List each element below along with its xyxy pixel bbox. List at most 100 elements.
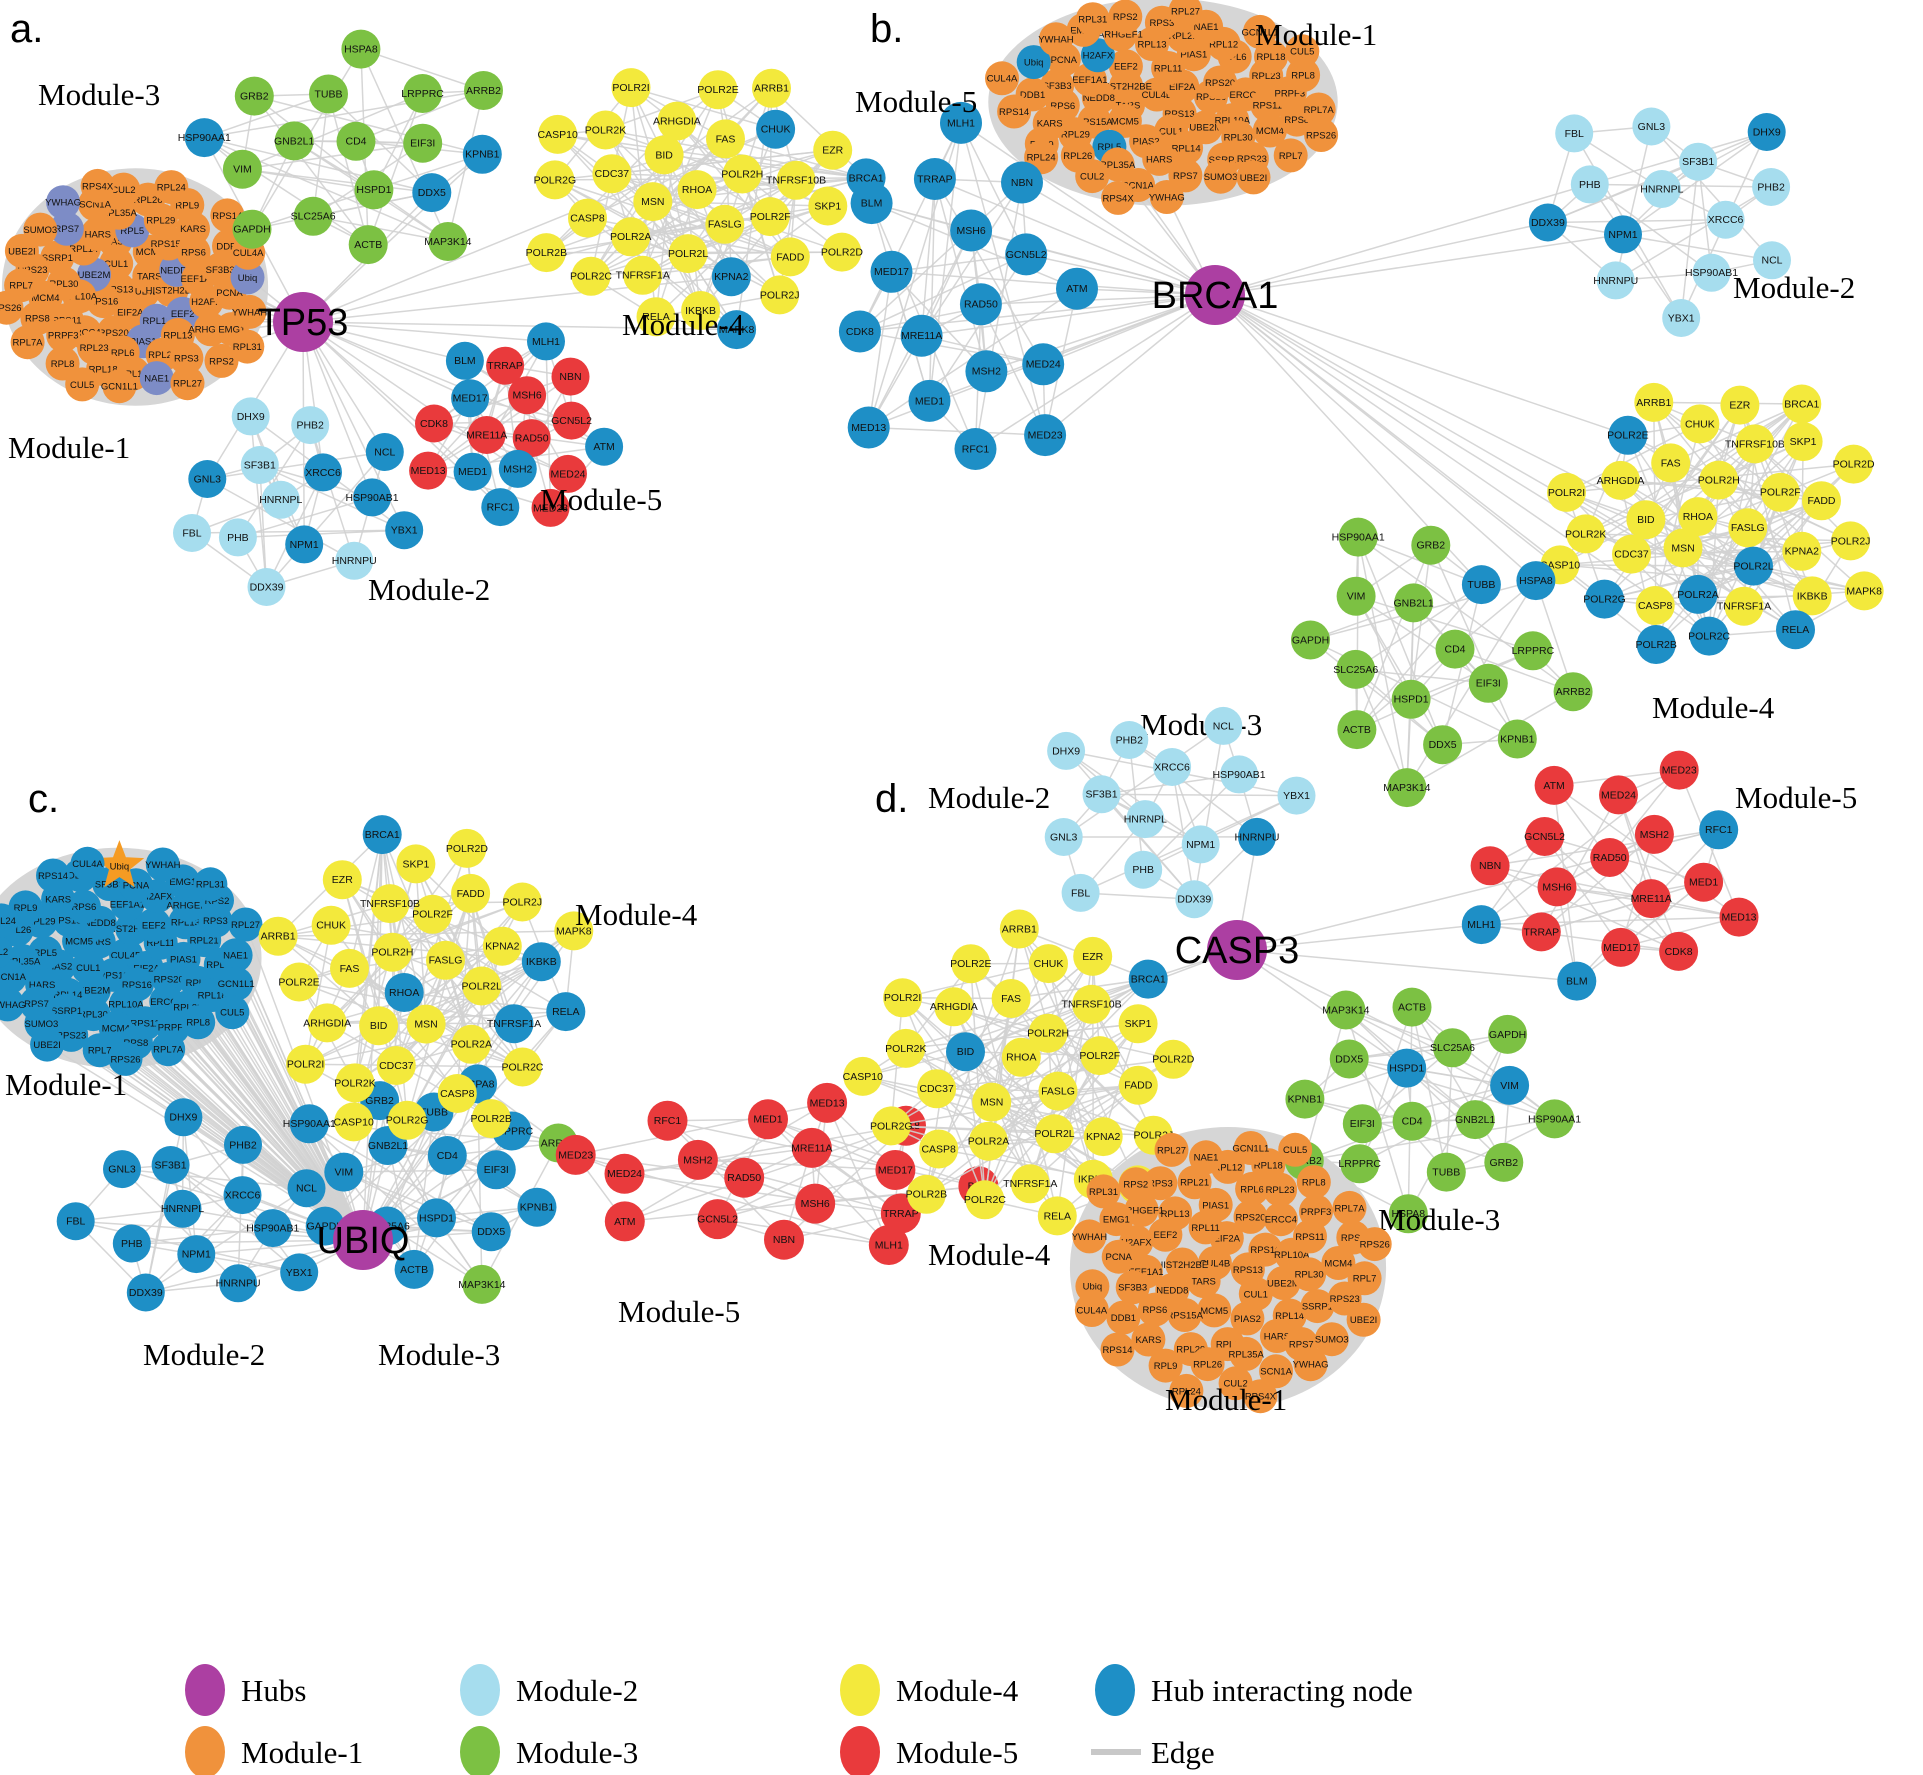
node-label: PRPF3	[158, 1023, 189, 1034]
node-label: RPS3	[203, 916, 228, 927]
node-circle	[698, 70, 738, 110]
node-circle	[36, 858, 70, 893]
node-label: ACTB	[354, 239, 382, 251]
node-circle	[1525, 817, 1565, 856]
panel-c-nodes: CUL4BRPS13TARSEIF2ACUL1HIST2H2BERPS16MCM…	[0, 777, 999, 1372]
node-KPNB1: KPNB1	[1497, 719, 1537, 759]
node-circle	[965, 350, 1008, 393]
node-label: GAPDH	[233, 224, 270, 236]
node-circle	[571, 256, 611, 296]
node-circle	[1537, 867, 1577, 907]
node-label: RPS8	[1284, 115, 1309, 126]
edge	[630, 86, 776, 130]
node-circle	[760, 275, 800, 315]
node-label: XRCC6	[225, 1190, 261, 1202]
node-MED17: MED17	[451, 379, 490, 418]
node-label: MSH2	[972, 366, 1001, 378]
legend-swatch-m1	[185, 1726, 225, 1775]
node-UBE2I: UBE2I	[30, 1027, 65, 1062]
node-label: POLR2I	[1548, 487, 1585, 499]
node-FBL: FBL	[1555, 114, 1594, 153]
node-LRPPRC: LRPPRC	[1512, 631, 1555, 671]
node-label: HNRNPL	[259, 494, 302, 506]
node-circle	[494, 1004, 534, 1044]
node-circle	[1663, 528, 1703, 568]
node-label: FASLG	[1041, 1086, 1075, 1098]
node-circle	[521, 942, 561, 982]
node-label: GAPDH	[307, 1221, 344, 1233]
node-circle	[181, 1005, 216, 1040]
node-label: YBX1	[1283, 790, 1310, 802]
node-label: RPL7	[1279, 151, 1303, 162]
node-RPS4X: RPS4X	[1101, 180, 1136, 215]
node-circle	[65, 367, 100, 402]
node-label: NBN	[559, 371, 581, 383]
node-label: GCN5L2	[1524, 831, 1565, 843]
node-label: RPL13	[171, 918, 200, 929]
node-SUMO3: SUMO3	[1203, 159, 1238, 194]
node-label: VIM	[1500, 1080, 1519, 1092]
node-label: CD4	[345, 136, 366, 148]
node-H2AFX: H2AFX	[1080, 38, 1115, 73]
node-circle	[451, 1024, 491, 1064]
node-circle	[1203, 159, 1238, 194]
node-RPL7A: RPL7A	[10, 325, 45, 360]
node-CASP8: CASP8	[437, 1074, 477, 1113]
node-label: KPNB1	[1500, 733, 1535, 745]
node-circle	[1337, 710, 1377, 750]
node-HSP90AA1: HSP90AA1	[1332, 517, 1385, 557]
node-label: ARHGDIA	[303, 1017, 351, 1029]
node-RFC1: RFC1	[954, 428, 997, 470]
node-IKBKB: IKBKB	[1792, 576, 1832, 616]
node-circle	[151, 1032, 186, 1067]
node-label: NEDD8	[1156, 1286, 1188, 1297]
node-POLR2L: POLR2L	[1034, 1114, 1075, 1154]
node-FADD: FADD	[451, 873, 491, 913]
node-circle	[1100, 1332, 1135, 1367]
node-HSPA8: HSPA8	[1516, 561, 1556, 601]
module-label: Module-2	[1733, 270, 1855, 305]
node-CHUK: CHUK	[756, 109, 796, 149]
node-circle	[1387, 768, 1427, 808]
node-circle	[1086, 1174, 1121, 1209]
node-NPM1: NPM1	[285, 525, 324, 564]
node-circle	[1001, 1037, 1041, 1077]
node-circle	[526, 233, 566, 273]
node-label: HARS	[85, 229, 111, 240]
node-EZR: EZR	[813, 130, 853, 170]
node-ARRB1: ARRB1	[999, 909, 1039, 949]
node-label: RPS26	[110, 1054, 140, 1065]
node-YWHAH: YWHAH	[1038, 22, 1074, 57]
node-label: PCNA	[1051, 55, 1078, 66]
node-label: CHUK	[1034, 958, 1064, 970]
node-label: SKP1	[1790, 436, 1817, 448]
node-circle	[1555, 114, 1594, 153]
node-circle	[261, 480, 300, 519]
node-ARHGDIA: ARHGDIA	[1597, 460, 1644, 500]
node-circle	[1566, 514, 1606, 554]
hub-UBIQ: UBIQ	[317, 1210, 409, 1270]
edge	[1654, 423, 1701, 606]
node-label: YWHAG	[1293, 1360, 1329, 1371]
node-label: RPL23	[173, 1003, 202, 1014]
node-label: NEDD8	[84, 918, 116, 929]
node-label: CDK8	[846, 326, 874, 338]
node-KPNA2: KPNA2	[1782, 531, 1822, 571]
node-PHB2: PHB2	[224, 1125, 262, 1164]
node-GAPDH: GAPDH	[232, 209, 272, 249]
node-circle	[1126, 800, 1165, 839]
node-label: NPM1	[1186, 839, 1215, 851]
edge	[590, 179, 797, 277]
edge	[725, 138, 867, 179]
node-HSP90AA1: HSP90AA1	[1528, 1099, 1581, 1139]
node-circle	[1047, 731, 1086, 770]
node-label: GCN1L1	[1232, 1143, 1269, 1154]
node-label: BID	[655, 149, 673, 161]
node-label: FAS	[1001, 993, 1021, 1005]
node-label: SUMO3	[1315, 1335, 1349, 1346]
node-label: BRCA1	[365, 829, 400, 841]
node-label: RPS11	[1253, 101, 1282, 112]
node-circle	[677, 170, 717, 210]
node-circle	[359, 1006, 399, 1046]
